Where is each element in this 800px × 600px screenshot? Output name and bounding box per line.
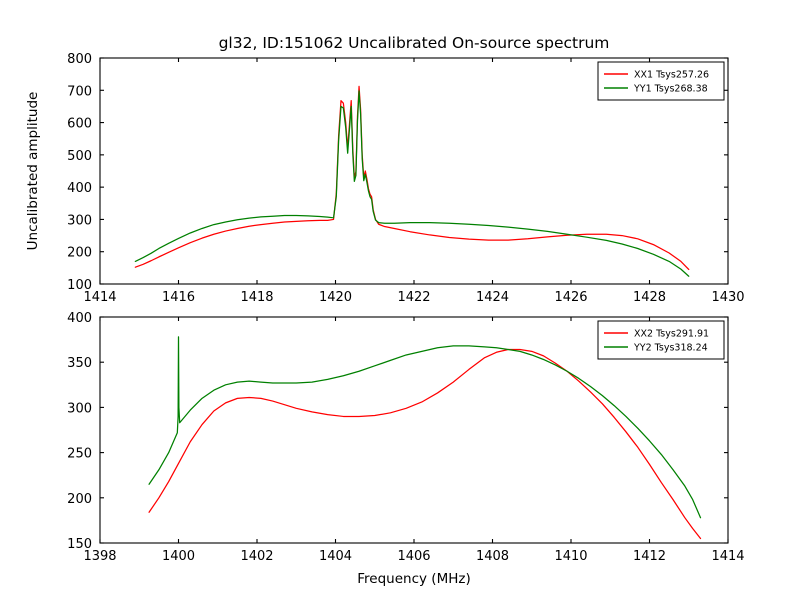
ytick-label: 400 xyxy=(67,181,92,196)
ytick-label: 400 xyxy=(67,311,92,326)
axes-top: 1414 1416 1418 1420 1422 1424 1426 1428 1430 100 2… xyxy=(25,52,745,305)
xtick-label: 1406 xyxy=(397,549,430,564)
data-area-top xyxy=(134,85,690,277)
legend-label: YY2 Tsys318.24 xyxy=(633,343,708,354)
ytick-label: 600 xyxy=(67,117,92,132)
y-axis-label: Uncalibrated amplitude xyxy=(25,92,41,251)
legend-label: XX2 Tsys291.91 xyxy=(634,329,709,340)
ytick-label: 350 xyxy=(67,356,92,371)
legend-label: XX1 Tsys257.26 xyxy=(634,70,709,81)
xtick-label: 1400 xyxy=(162,549,195,564)
xtick-label: 1414 xyxy=(711,549,744,564)
xtick-label: 1426 xyxy=(554,290,587,305)
axes-bottom: 1398 1400 1402 1404 1406 1408 1410 1412 1414 150 2… xyxy=(67,311,744,587)
xtick-label: 1414 xyxy=(83,290,116,305)
ytick-label: 200 xyxy=(67,492,92,507)
xtick-label: 1430 xyxy=(711,290,744,305)
xtick-label: 1412 xyxy=(633,549,666,564)
xtick-label: 1428 xyxy=(633,290,666,305)
xtick-label: 1402 xyxy=(240,549,273,564)
legend-top: XX1 Tsys257.26 YY1 Tsys268.38 xyxy=(597,61,725,101)
xtick-label: 1418 xyxy=(240,290,273,305)
xtick-label: 1424 xyxy=(476,290,509,305)
xtick-label: 1408 xyxy=(476,549,509,564)
legend-bottom: XX2 Tsys291.91 YY2 Tsys318.24 xyxy=(597,320,725,360)
data-area-bottom xyxy=(148,336,702,540)
ytick-label: 300 xyxy=(67,213,92,228)
series-line-xx2 xyxy=(148,348,702,540)
legend-box xyxy=(597,320,725,360)
ytick-label: 500 xyxy=(67,149,92,164)
series-line-xx1 xyxy=(134,85,690,271)
xtick-label: 1420 xyxy=(319,290,352,305)
xtick-label: 1398 xyxy=(83,549,116,564)
xtick-label: 1410 xyxy=(554,549,587,564)
xtick-label: 1422 xyxy=(397,290,430,305)
series-line-yy1 xyxy=(134,90,690,277)
figure-title: gl32, ID:151062 Uncalibrated On-source s… xyxy=(219,34,610,52)
ytick-label: 150 xyxy=(67,537,92,552)
xtick-label: 1404 xyxy=(319,549,352,564)
ytick-label: 300 xyxy=(67,401,92,416)
xtick-label: 1416 xyxy=(162,290,195,305)
ytick-label: 200 xyxy=(67,246,92,261)
legend-label: YY1 Tsys268.38 xyxy=(633,84,708,95)
series-line-yy2 xyxy=(148,336,702,519)
ytick-label: 100 xyxy=(67,278,92,293)
ytick-label: 800 xyxy=(67,52,92,67)
ytick-label: 250 xyxy=(67,447,92,462)
legend-box xyxy=(597,61,725,101)
x-axis-label: Frequency (MHz) xyxy=(357,571,470,587)
ytick-label: 700 xyxy=(67,84,92,99)
